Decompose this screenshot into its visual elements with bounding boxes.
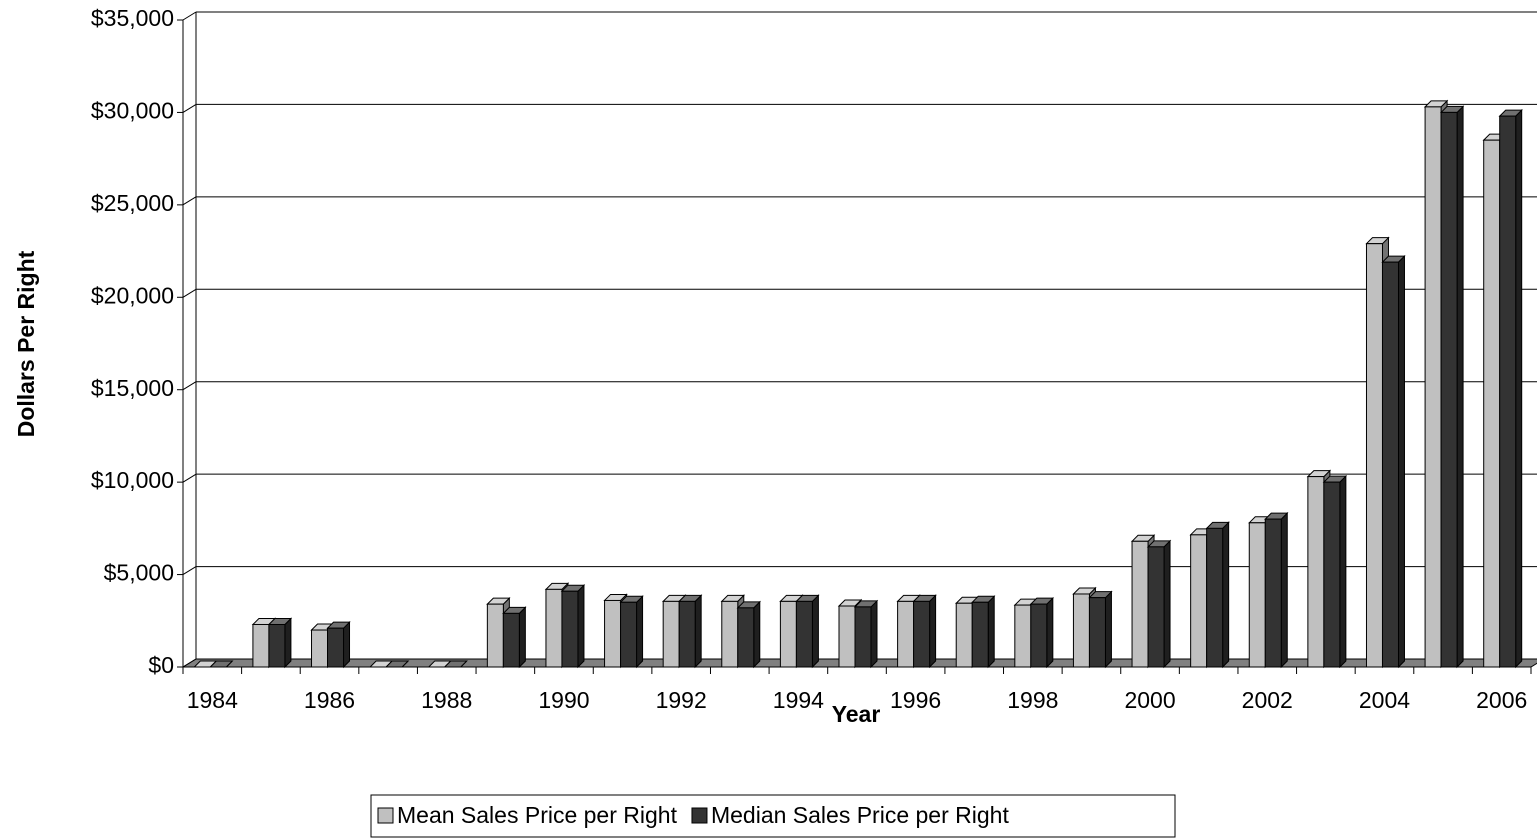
- bar: [1147, 546, 1165, 668]
- y-tick-diagonal: [182, 104, 197, 113]
- bar: [1483, 139, 1501, 668]
- y-tick-label: $20,000: [91, 282, 174, 308]
- bar: [1424, 106, 1442, 668]
- bar: [620, 601, 638, 668]
- bar-top: [209, 660, 234, 668]
- bar: [955, 602, 973, 668]
- bar: [678, 600, 696, 668]
- bar: [1014, 604, 1032, 668]
- bar: [1323, 481, 1341, 668]
- bar: [604, 599, 622, 668]
- bar-side: [1222, 521, 1230, 669]
- bar-side: [753, 600, 761, 669]
- y-tick-label: $10,000: [91, 467, 174, 493]
- y-tick-label: $5,000: [104, 560, 174, 586]
- y-tick-label: $0: [148, 652, 174, 678]
- x-tick-label: 1994: [773, 687, 824, 713]
- y-tick-label: $15,000: [91, 375, 174, 401]
- bar: [1030, 603, 1048, 668]
- bar: [795, 600, 813, 668]
- y-tick-diagonal: [182, 288, 197, 298]
- x-tick-label: 1990: [538, 687, 589, 713]
- legend-label: Median Sales Price per Right: [711, 802, 1009, 828]
- y-tick-diagonal: [182, 196, 197, 206]
- bar-top: [443, 660, 468, 668]
- bar: [1440, 111, 1458, 668]
- y-tick-diagonal: [182, 658, 197, 668]
- bar-side: [1456, 105, 1464, 669]
- bar-side: [577, 584, 585, 669]
- y-axis-label: Dollars Per Right: [13, 250, 39, 437]
- bar: [971, 601, 989, 668]
- x-tick-label: 1998: [1007, 687, 1058, 713]
- bar-side: [518, 606, 526, 669]
- x-tick-label: 2000: [1124, 687, 1175, 713]
- bar: [737, 607, 755, 668]
- bar: [854, 606, 872, 668]
- bar-side: [870, 599, 878, 669]
- bar: [1206, 527, 1224, 668]
- x-axis-label: Year: [832, 701, 881, 727]
- bar-side: [1397, 254, 1405, 669]
- bar: [327, 627, 345, 668]
- bar: [311, 629, 329, 668]
- bar: [1190, 534, 1208, 668]
- y-tick-diagonal: [182, 381, 197, 391]
- bar: [1248, 522, 1266, 668]
- bar: [1072, 593, 1090, 668]
- bar-side: [811, 594, 819, 669]
- bar: [1381, 261, 1399, 668]
- bar: [913, 600, 931, 668]
- x-tick-label: 1986: [304, 687, 355, 713]
- bar-side: [929, 594, 937, 669]
- bar: [1131, 540, 1149, 668]
- legend-swatch: [377, 807, 394, 824]
- y-tick-diagonal: [182, 566, 197, 575]
- bar-side: [636, 595, 644, 669]
- bar: [545, 588, 563, 668]
- bar: [252, 623, 270, 668]
- y-tick-label: $25,000: [91, 190, 174, 216]
- bar-side: [1280, 511, 1288, 669]
- x-tick-label: 2006: [1476, 687, 1527, 713]
- bar: [662, 600, 680, 668]
- bar-side: [694, 594, 702, 669]
- bar: [1307, 476, 1325, 668]
- bar-top: [384, 660, 410, 668]
- legend-box: [370, 794, 1176, 838]
- bar: [1499, 115, 1517, 668]
- bar-side: [1046, 596, 1054, 669]
- y-tick-diagonal: [182, 473, 197, 483]
- bar: [1365, 243, 1383, 668]
- bar-side: [1104, 590, 1112, 669]
- bar-side: [987, 595, 995, 669]
- x-tick-label: 2004: [1359, 687, 1410, 713]
- x-tick-label: 1988: [421, 687, 472, 713]
- legend-label: Mean Sales Price per Right: [397, 802, 678, 828]
- bar: [897, 600, 915, 668]
- bar-side: [1515, 108, 1523, 669]
- y-tick-label: $35,000: [91, 5, 174, 31]
- bar: [721, 600, 739, 668]
- bar: [779, 600, 797, 668]
- bar: [502, 612, 520, 668]
- y-tick-diagonal: [182, 11, 197, 21]
- bar-side: [1339, 474, 1347, 669]
- legend-swatch: [691, 807, 708, 824]
- x-tick-label: 1996: [890, 687, 941, 713]
- bar-side: [284, 617, 292, 669]
- x-tick-label: 1992: [656, 687, 707, 713]
- bar: [561, 590, 579, 668]
- x-tick-label: 1984: [187, 687, 238, 713]
- x-tick-label: 2002: [1242, 687, 1293, 713]
- bar: [1088, 597, 1106, 668]
- bar: [486, 603, 504, 668]
- y-tick-label: $30,000: [91, 98, 174, 124]
- bar: [1264, 518, 1282, 668]
- bar-side: [1163, 539, 1171, 669]
- bar: [268, 623, 286, 668]
- bar: [838, 605, 856, 668]
- bar-side: [343, 620, 351, 669]
